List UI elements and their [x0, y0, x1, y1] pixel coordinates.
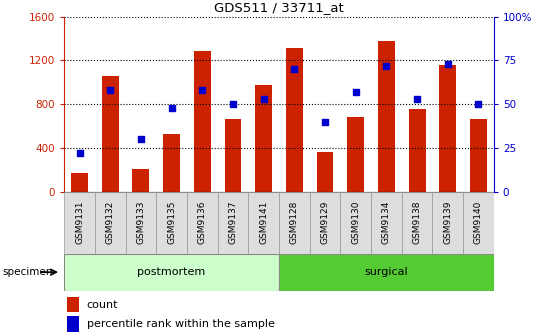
Bar [132, 169, 150, 192]
Point [474, 101, 483, 107]
Text: GSM9131: GSM9131 [75, 201, 84, 244]
Bar [95, 192, 126, 254]
Bar [67, 297, 79, 312]
Text: GSM9133: GSM9133 [136, 201, 146, 244]
Bar [439, 65, 456, 192]
Point [412, 96, 421, 101]
Bar [67, 317, 79, 332]
Point [136, 136, 145, 142]
Text: specimen: specimen [3, 267, 53, 277]
Text: GSM9130: GSM9130 [351, 201, 360, 244]
Bar [340, 192, 371, 254]
Bar [316, 152, 334, 192]
Bar [402, 192, 432, 254]
Point [228, 101, 237, 107]
Bar [218, 192, 248, 254]
Text: postmortem: postmortem [137, 267, 206, 277]
Title: GDS511 / 33711_at: GDS511 / 33711_at [214, 1, 344, 14]
Bar [187, 192, 218, 254]
Bar [71, 173, 88, 192]
Text: GSM9128: GSM9128 [290, 201, 299, 244]
Bar [194, 51, 211, 192]
Bar [64, 192, 95, 254]
Bar [279, 192, 310, 254]
Text: GSM9137: GSM9137 [228, 201, 238, 244]
Bar [463, 192, 494, 254]
Point [320, 119, 329, 124]
Text: GSM9129: GSM9129 [320, 201, 330, 244]
Bar [224, 120, 242, 192]
Bar [347, 117, 364, 192]
Text: count: count [86, 300, 118, 309]
Text: GSM9134: GSM9134 [382, 201, 391, 244]
Bar [310, 192, 340, 254]
Bar [378, 41, 395, 192]
Point [105, 87, 115, 93]
Bar [248, 192, 279, 254]
Point [290, 67, 299, 72]
Text: percentile rank within the sample: percentile rank within the sample [86, 319, 275, 329]
Point [259, 96, 268, 101]
Bar [371, 192, 402, 254]
Text: GSM9136: GSM9136 [198, 201, 207, 244]
Text: GSM9135: GSM9135 [167, 201, 176, 244]
Point [198, 87, 206, 93]
Bar [163, 134, 180, 192]
Text: GSM9140: GSM9140 [474, 201, 483, 244]
Text: GSM9141: GSM9141 [259, 201, 268, 244]
Bar [286, 48, 303, 192]
Text: GSM9139: GSM9139 [443, 201, 453, 244]
Text: GSM9132: GSM9132 [105, 201, 115, 244]
Bar [279, 254, 494, 291]
Bar [64, 254, 279, 291]
Text: GSM9138: GSM9138 [412, 201, 422, 244]
Point [382, 63, 391, 69]
Bar [408, 109, 426, 192]
Point [75, 151, 84, 156]
Bar [470, 120, 487, 192]
Bar [102, 76, 119, 192]
Text: surgical: surgical [364, 267, 408, 277]
Bar [432, 192, 463, 254]
Bar [156, 192, 187, 254]
Point [351, 89, 360, 95]
Bar [255, 85, 272, 192]
Point [443, 61, 452, 67]
Point [167, 105, 176, 110]
Bar [126, 192, 156, 254]
